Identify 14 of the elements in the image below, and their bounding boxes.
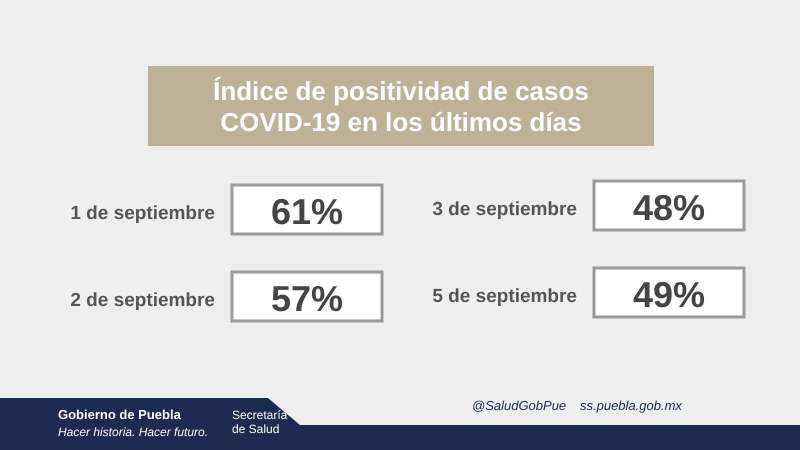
data-label: 57% xyxy=(270,278,344,319)
category-label: 3 de septiembre xyxy=(432,199,577,220)
text: Hacer historia. Hacer futuro. xyxy=(58,425,208,439)
data-label: 49% xyxy=(632,274,706,315)
text: Índice de positividad de casos COVID-19 en los últimos días xyxy=(213,76,589,137)
data-label: 61% xyxy=(270,191,344,232)
category-label: 5 de septiembre xyxy=(432,286,577,307)
text: Gobierno de Puebla xyxy=(58,407,182,422)
text: ss.puebla.gob.mx xyxy=(580,398,682,413)
category-label: 2 de septiembre xyxy=(70,290,215,311)
data-label: 48% xyxy=(632,187,706,228)
text: @SaludGobPue xyxy=(472,398,566,413)
text: Secretaría de Salud xyxy=(232,408,288,436)
category-label: 1 de septiembre xyxy=(70,203,215,224)
